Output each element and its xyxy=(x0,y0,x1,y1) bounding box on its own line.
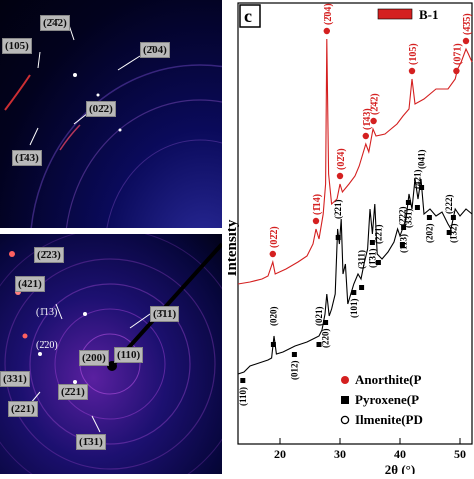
anorthite-marker xyxy=(453,67,460,75)
panel-letter-box xyxy=(239,4,261,28)
y-axis-label: Intensity xyxy=(228,219,240,276)
series-line xyxy=(237,178,473,375)
saed-bottom-label: (200) xyxy=(79,350,109,366)
pyroxene-marker xyxy=(240,378,246,383)
pyroxene-marker xyxy=(419,185,425,190)
anorthite-peak-label: (071) xyxy=(452,43,463,65)
x-tick-label: 40 xyxy=(394,447,406,461)
pyroxene-marker xyxy=(323,320,329,325)
legend-swatch xyxy=(377,8,413,20)
pyroxene-marker xyxy=(369,240,375,245)
saed-bottom-label: (421) xyxy=(15,276,45,292)
saed-bottom-rings xyxy=(0,234,222,474)
pyroxene-marker xyxy=(450,215,456,220)
panel-letter: c xyxy=(244,6,252,26)
pyroxene-marker xyxy=(405,200,411,205)
pyroxene-marker xyxy=(335,235,341,240)
saed-bottom-label: (1̄13) xyxy=(36,307,58,318)
legend-label: B-1 xyxy=(419,7,439,22)
anorthite-marker xyxy=(408,67,416,75)
pyroxene-marker xyxy=(426,215,432,220)
legend-anorthite-marker xyxy=(341,376,349,384)
pyroxene-marker xyxy=(291,352,297,357)
pyroxene-peak-label: (1̄31) xyxy=(367,249,377,269)
xrd-chart: c B-1 Intensity 20 30 40 50 2θ (°) (02̄2) (1̄14) (… xyxy=(224,0,474,477)
pyroxene-peak-label: (220) xyxy=(321,329,331,349)
pyroxene-peak-label: (2̄21) xyxy=(333,200,343,220)
pyroxene-peak-label: (110) xyxy=(238,387,248,406)
anorthite-peak-label: (1̄14) xyxy=(312,194,323,215)
anorthite-marker xyxy=(323,27,330,35)
anorthite-peak-label: (2̄4̄2) xyxy=(370,93,381,115)
pyroxene-marker xyxy=(359,285,365,290)
legend-bottom-label: Pyroxene(P xyxy=(355,392,419,407)
saed-bottom-label: (2̄21) xyxy=(58,384,88,400)
pyroxene-peak-label: (311) xyxy=(357,250,367,269)
pyroxene-peak-label: (3̄31) xyxy=(403,209,413,229)
legend-ilmenite-marker xyxy=(340,415,350,425)
pyroxene-marker xyxy=(316,342,322,347)
x-tick-label: 20 xyxy=(274,447,286,461)
pyroxene-marker xyxy=(270,342,276,347)
pyroxene-peak-label: (041) xyxy=(417,150,427,170)
pyroxene-marker xyxy=(401,225,407,230)
pyroxene-peak-label: (202) xyxy=(424,224,434,244)
legend-bottom-label: Anorthite(P xyxy=(355,372,421,387)
saed-top-label: (2̄04) xyxy=(140,42,170,58)
saed-bottom-label: (2̄23) xyxy=(34,247,64,263)
anorthite-marker xyxy=(312,217,320,225)
saed-pattern-bottom: (2̄23) (421) (1̄13) (3̄11) (2̄20) (200) … xyxy=(0,234,222,474)
pyroxene-marker xyxy=(351,290,357,295)
pyroxene-peak-label: (021) xyxy=(314,307,324,327)
pyroxene-peak-label: (222) xyxy=(444,195,454,215)
pyroxene-peak-label: (4̄21) xyxy=(412,170,422,190)
anorthite-peak-label: (02̄4) xyxy=(336,148,347,170)
saed-top-label: (105) xyxy=(2,38,32,54)
legend-pyroxene-marker xyxy=(341,396,349,404)
saed-bottom-label: (3̄11) xyxy=(150,306,180,322)
plot-frame xyxy=(237,2,473,445)
anorthite-marker xyxy=(370,117,377,125)
saed-bottom-label: (331) xyxy=(0,371,30,387)
pyroxene-peak-label: (020) xyxy=(268,307,278,327)
xrd-svg: c B-1 Intensity 20 30 40 50 2θ (°) (02̄2) (1̄14) (… xyxy=(224,2,473,477)
legend-bottom-label: Ilmenite(PD xyxy=(355,412,423,427)
saed-bottom-label: (1̄31) xyxy=(76,434,106,450)
anorthite-peak-label: (4̄3̄5) xyxy=(462,13,473,35)
anorthite-marker xyxy=(462,37,470,45)
anorthite-peak-label: (105) xyxy=(408,43,419,65)
anorthite-peak-label: (1̄43) xyxy=(362,108,373,130)
x-tick-label: 50 xyxy=(454,447,466,461)
anorthite-peak-label: (2̄04) xyxy=(323,3,334,25)
saed-top-label: (1̄43) xyxy=(12,150,42,166)
saed-bottom-label: (221) xyxy=(8,401,38,417)
pyroxene-peak-label: (012) xyxy=(289,361,299,381)
pyroxene-peak-label: (221) xyxy=(373,225,383,245)
pyroxene-peak-label: (101) xyxy=(349,299,359,319)
x-axis-label: 2θ (°) xyxy=(385,462,415,474)
pyroxene-marker xyxy=(399,242,405,247)
pyroxene-marker xyxy=(446,230,452,235)
pyroxene-peak-label: (1̄32) xyxy=(448,224,458,244)
pyroxene-marker xyxy=(414,205,420,210)
anorthite-peak-label: (02̄2) xyxy=(269,226,280,248)
anorthite-marker xyxy=(336,172,344,180)
saed-top-label: (02̄2) xyxy=(86,101,116,117)
pyroxene-peak-label: (2̄22) xyxy=(397,207,407,227)
anorthite-marker xyxy=(269,250,276,258)
pyroxene-marker xyxy=(375,260,381,265)
saed-bottom-label: (110) xyxy=(114,347,144,363)
saed-bottom-label: (2̄20) xyxy=(36,340,58,351)
anorthite-marker xyxy=(362,132,369,140)
x-tick-label: 30 xyxy=(334,447,346,461)
saed-pattern-top: (2̄4̄2) (105) (2̄04) (02̄2) (1̄43) xyxy=(0,0,222,228)
saed-top-label: (2̄4̄2) xyxy=(40,15,70,31)
series-line xyxy=(237,38,473,285)
